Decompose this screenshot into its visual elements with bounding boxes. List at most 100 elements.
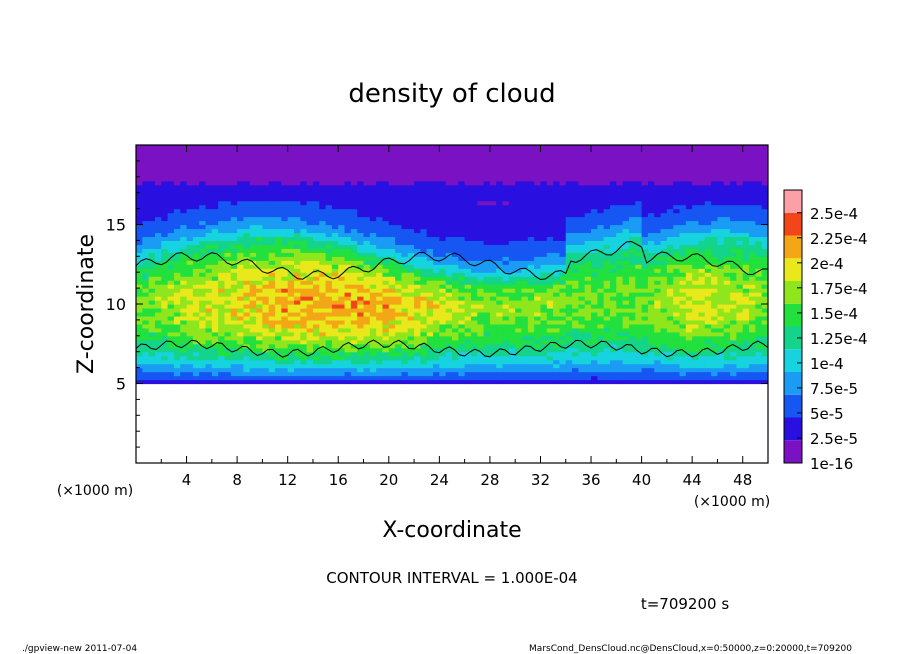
heatmap-cell <box>388 288 396 293</box>
heatmap-cell <box>363 347 371 353</box>
heatmap-cell <box>395 288 403 293</box>
heatmap-cell <box>369 252 377 257</box>
heatmap-cell <box>610 371 617 377</box>
heatmap-cell <box>268 343 276 349</box>
heatmap-cell <box>338 307 346 313</box>
heatmap-cell <box>154 307 162 313</box>
heatmap-cell <box>180 160 188 166</box>
heatmap-cell <box>622 268 630 273</box>
heatmap-cell <box>180 145 188 150</box>
heatmap-cell <box>572 192 579 198</box>
heatmap-cell <box>603 236 611 241</box>
heatmap-cell <box>407 319 415 325</box>
heatmap-cell <box>565 359 573 365</box>
heatmap-cell <box>489 156 497 162</box>
heatmap-cell <box>205 236 213 241</box>
heatmap-cell <box>325 145 333 150</box>
heatmap-cell <box>616 204 624 210</box>
heatmap-cell <box>319 244 327 249</box>
heatmap-cell <box>211 307 219 313</box>
heatmap-cell <box>527 248 535 253</box>
heatmap-cell <box>237 200 245 206</box>
heatmap-cell <box>211 335 219 341</box>
heatmap-cell <box>237 272 245 277</box>
heatmap-cell <box>369 224 377 230</box>
heatmap-cell <box>439 343 447 349</box>
heatmap-cell <box>559 220 567 226</box>
heatmap-cell <box>622 152 630 158</box>
heatmap-cell <box>300 188 308 194</box>
heatmap-cell <box>439 168 447 174</box>
heatmap-cell <box>414 315 421 321</box>
heatmap-cell <box>458 212 466 218</box>
heatmap-cell <box>357 371 365 377</box>
heatmap-cell <box>578 156 586 162</box>
heatmap-cell <box>515 168 523 174</box>
heatmap-cell <box>540 200 548 206</box>
heatmap-cell <box>237 172 245 178</box>
heatmap-cell <box>136 363 143 369</box>
heatmap-cell <box>584 307 592 313</box>
heatmap-cell <box>382 208 390 214</box>
heatmap-cell <box>173 367 181 373</box>
heatmap-cell <box>597 212 605 218</box>
heatmap-cell <box>376 327 384 333</box>
heatmap-cell <box>610 152 617 158</box>
heatmap-cell <box>521 236 529 241</box>
heatmap-cell <box>173 220 181 226</box>
heatmap-cell <box>211 260 219 265</box>
heatmap-cell <box>249 347 257 353</box>
heatmap-cell <box>508 375 516 381</box>
heatmap-cell <box>388 156 396 162</box>
heatmap-cell <box>369 272 377 277</box>
heatmap-cell <box>237 204 245 210</box>
heatmap-cell <box>344 168 352 174</box>
heatmap-cell <box>591 188 598 194</box>
heatmap-cell <box>262 355 270 361</box>
heatmap-cell <box>319 224 327 230</box>
heatmap-cell <box>262 152 270 158</box>
heatmap-cell <box>572 347 579 353</box>
heatmap-cell <box>287 359 295 365</box>
heatmap-cell <box>470 379 478 385</box>
heatmap-cell <box>553 351 561 357</box>
heatmap-cell <box>578 347 586 353</box>
heatmap-cell <box>237 232 245 238</box>
heatmap-cell <box>262 184 270 190</box>
heatmap-cell <box>489 240 497 245</box>
heatmap-cell <box>224 192 232 198</box>
heatmap-cell <box>546 315 554 321</box>
heatmap-cell <box>565 232 573 238</box>
heatmap-cell <box>515 323 523 329</box>
heatmap-cell <box>382 224 390 230</box>
heatmap-cell <box>610 335 617 341</box>
heatmap-cell <box>565 292 573 297</box>
heatmap-cell <box>496 208 504 214</box>
heatmap-cell <box>439 204 447 210</box>
heatmap-cell <box>452 196 459 202</box>
heatmap-cell <box>433 284 440 289</box>
heatmap-cell <box>496 343 504 349</box>
heatmap-cell <box>154 196 162 202</box>
heatmap-cell <box>578 188 586 194</box>
heatmap-cell <box>294 236 301 241</box>
heatmap-cell <box>565 319 573 325</box>
heatmap-cell <box>344 367 352 373</box>
heatmap-cell <box>161 164 169 170</box>
heatmap-cell <box>136 145 143 150</box>
heatmap-cell <box>445 256 453 261</box>
heatmap-cell <box>572 296 579 301</box>
heatmap-cell <box>502 180 510 186</box>
heatmap-cell <box>376 311 384 317</box>
heatmap-cell <box>357 367 365 373</box>
heatmap-cell <box>527 351 535 357</box>
heatmap-cell <box>445 315 453 321</box>
heatmap-cell <box>395 296 403 301</box>
heatmap-cell <box>584 331 592 337</box>
heatmap-cell <box>426 252 434 257</box>
heatmap-cell <box>527 160 535 166</box>
heatmap-cell <box>578 220 586 226</box>
heatmap-cell <box>363 196 371 202</box>
heatmap-cell <box>622 204 630 210</box>
heatmap-cell <box>470 196 478 202</box>
